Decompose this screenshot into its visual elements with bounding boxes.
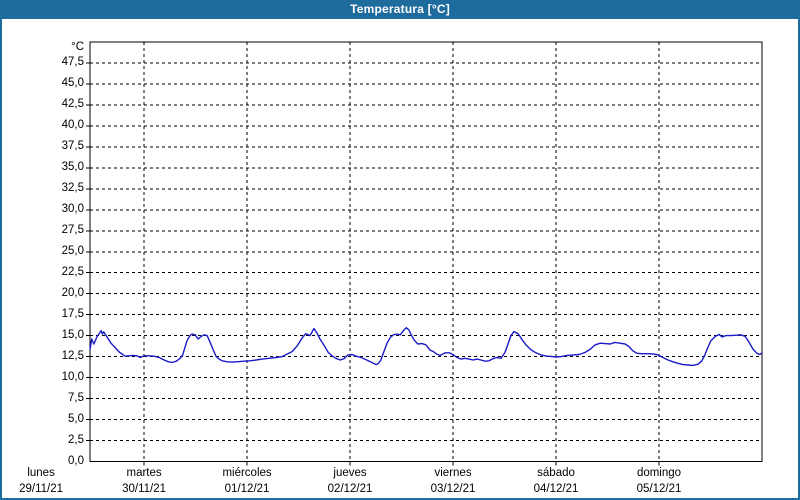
x-date-label: 02/12/21 xyxy=(327,483,373,495)
x-day-label: lunes xyxy=(27,467,55,479)
y-tick-label: 20,0 xyxy=(61,287,84,300)
y-tick-label: 40,0 xyxy=(61,119,84,132)
page-title: Temperatura [°C] xyxy=(350,2,450,16)
x-day-label: viernes xyxy=(434,467,472,479)
y-tick-label: 47,5 xyxy=(61,56,84,69)
y-tick-label: 35,0 xyxy=(61,161,84,174)
y-tick-label: 27,5 xyxy=(61,224,84,237)
y-tick-label: 45,0 xyxy=(61,77,84,90)
x-day-label: jueves xyxy=(333,467,367,479)
title-bar: Temperatura [°C] xyxy=(2,2,798,19)
y-tick-label: 10,0 xyxy=(61,371,84,384)
y-tick-label: 30,0 xyxy=(61,203,84,216)
y-tick-label: 12,5 xyxy=(61,350,84,363)
y-tick-label: 0,0 xyxy=(68,455,84,467)
y-tick-label: 2,5 xyxy=(68,434,84,447)
x-date-label: 05/12/21 xyxy=(636,483,682,495)
plot-border xyxy=(89,41,763,462)
x-date-label: 29/11/21 xyxy=(19,483,64,495)
x-date-label: 03/12/21 xyxy=(430,483,476,495)
x-day-label: martes xyxy=(126,467,162,479)
y-tick-label: 7,5 xyxy=(68,392,84,405)
x-day-label: domingo xyxy=(636,467,682,479)
y-tick-label: 17,5 xyxy=(61,308,84,321)
y-tick-label: 37,5 xyxy=(61,140,84,153)
x-date-label: 01/12/21 xyxy=(224,483,270,495)
temperature-series-line xyxy=(89,327,763,367)
y-tick-label: 15,0 xyxy=(61,329,84,342)
y-tick-label: 25,0 xyxy=(61,245,84,258)
x-day-label: miércoles xyxy=(222,467,272,479)
x-date-label: 30/11/21 xyxy=(122,483,167,495)
y-tick-label: 42,5 xyxy=(61,98,84,111)
x-day-label: sábado xyxy=(537,467,575,479)
y-tick-label: 32,5 xyxy=(61,182,84,195)
y-tick-label: 5,0 xyxy=(68,413,84,426)
y-tick-label: 22,5 xyxy=(61,266,84,279)
y-axis-unit-label: °C xyxy=(71,41,84,53)
x-date-label: 04/12/21 xyxy=(533,483,579,495)
